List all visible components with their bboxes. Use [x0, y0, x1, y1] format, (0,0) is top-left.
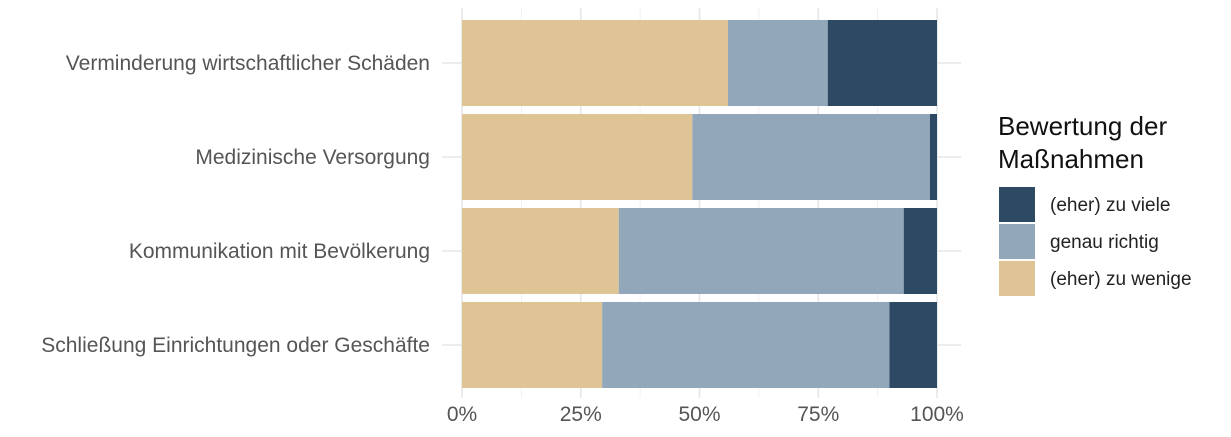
bar-segment	[462, 114, 693, 200]
bar-segment	[618, 208, 904, 294]
bar-segment	[692, 114, 930, 200]
legend-label: (eher) zu viele	[1050, 195, 1170, 216]
x-tick-label: 25%	[560, 403, 602, 426]
legend-label: genau richtig	[1050, 232, 1159, 253]
bar-segment	[728, 20, 828, 106]
legend-swatch	[999, 261, 1035, 296]
bar-segment	[889, 302, 937, 388]
bar-segment	[827, 20, 937, 106]
category-label: Kommunikation mit Bevölkerung	[129, 240, 430, 263]
x-tick-label: 50%	[678, 403, 720, 426]
bar-segment	[929, 114, 937, 200]
bar-segment	[462, 302, 603, 388]
bar-segment	[903, 208, 937, 294]
legend-title: Maßnahmen	[998, 144, 1144, 174]
category-label: Medizinische Versorgung	[195, 146, 430, 169]
category-label: Schließung Einrichtungen oder Geschäfte	[41, 334, 430, 357]
bar-segment	[462, 20, 728, 106]
legend-swatch	[999, 224, 1035, 259]
x-tick-label: 100%	[910, 403, 964, 426]
legend-swatch	[999, 187, 1035, 222]
legend-title: Bewertung der	[998, 111, 1167, 141]
x-tick-label: 0%	[447, 403, 477, 426]
bar-segment	[602, 302, 890, 388]
category-label: Verminderung wirtschaftlicher Schäden	[66, 52, 430, 75]
bar-segment	[462, 208, 619, 294]
legend-label: (eher) zu wenige	[1050, 269, 1192, 290]
x-tick-label: 75%	[797, 403, 839, 426]
